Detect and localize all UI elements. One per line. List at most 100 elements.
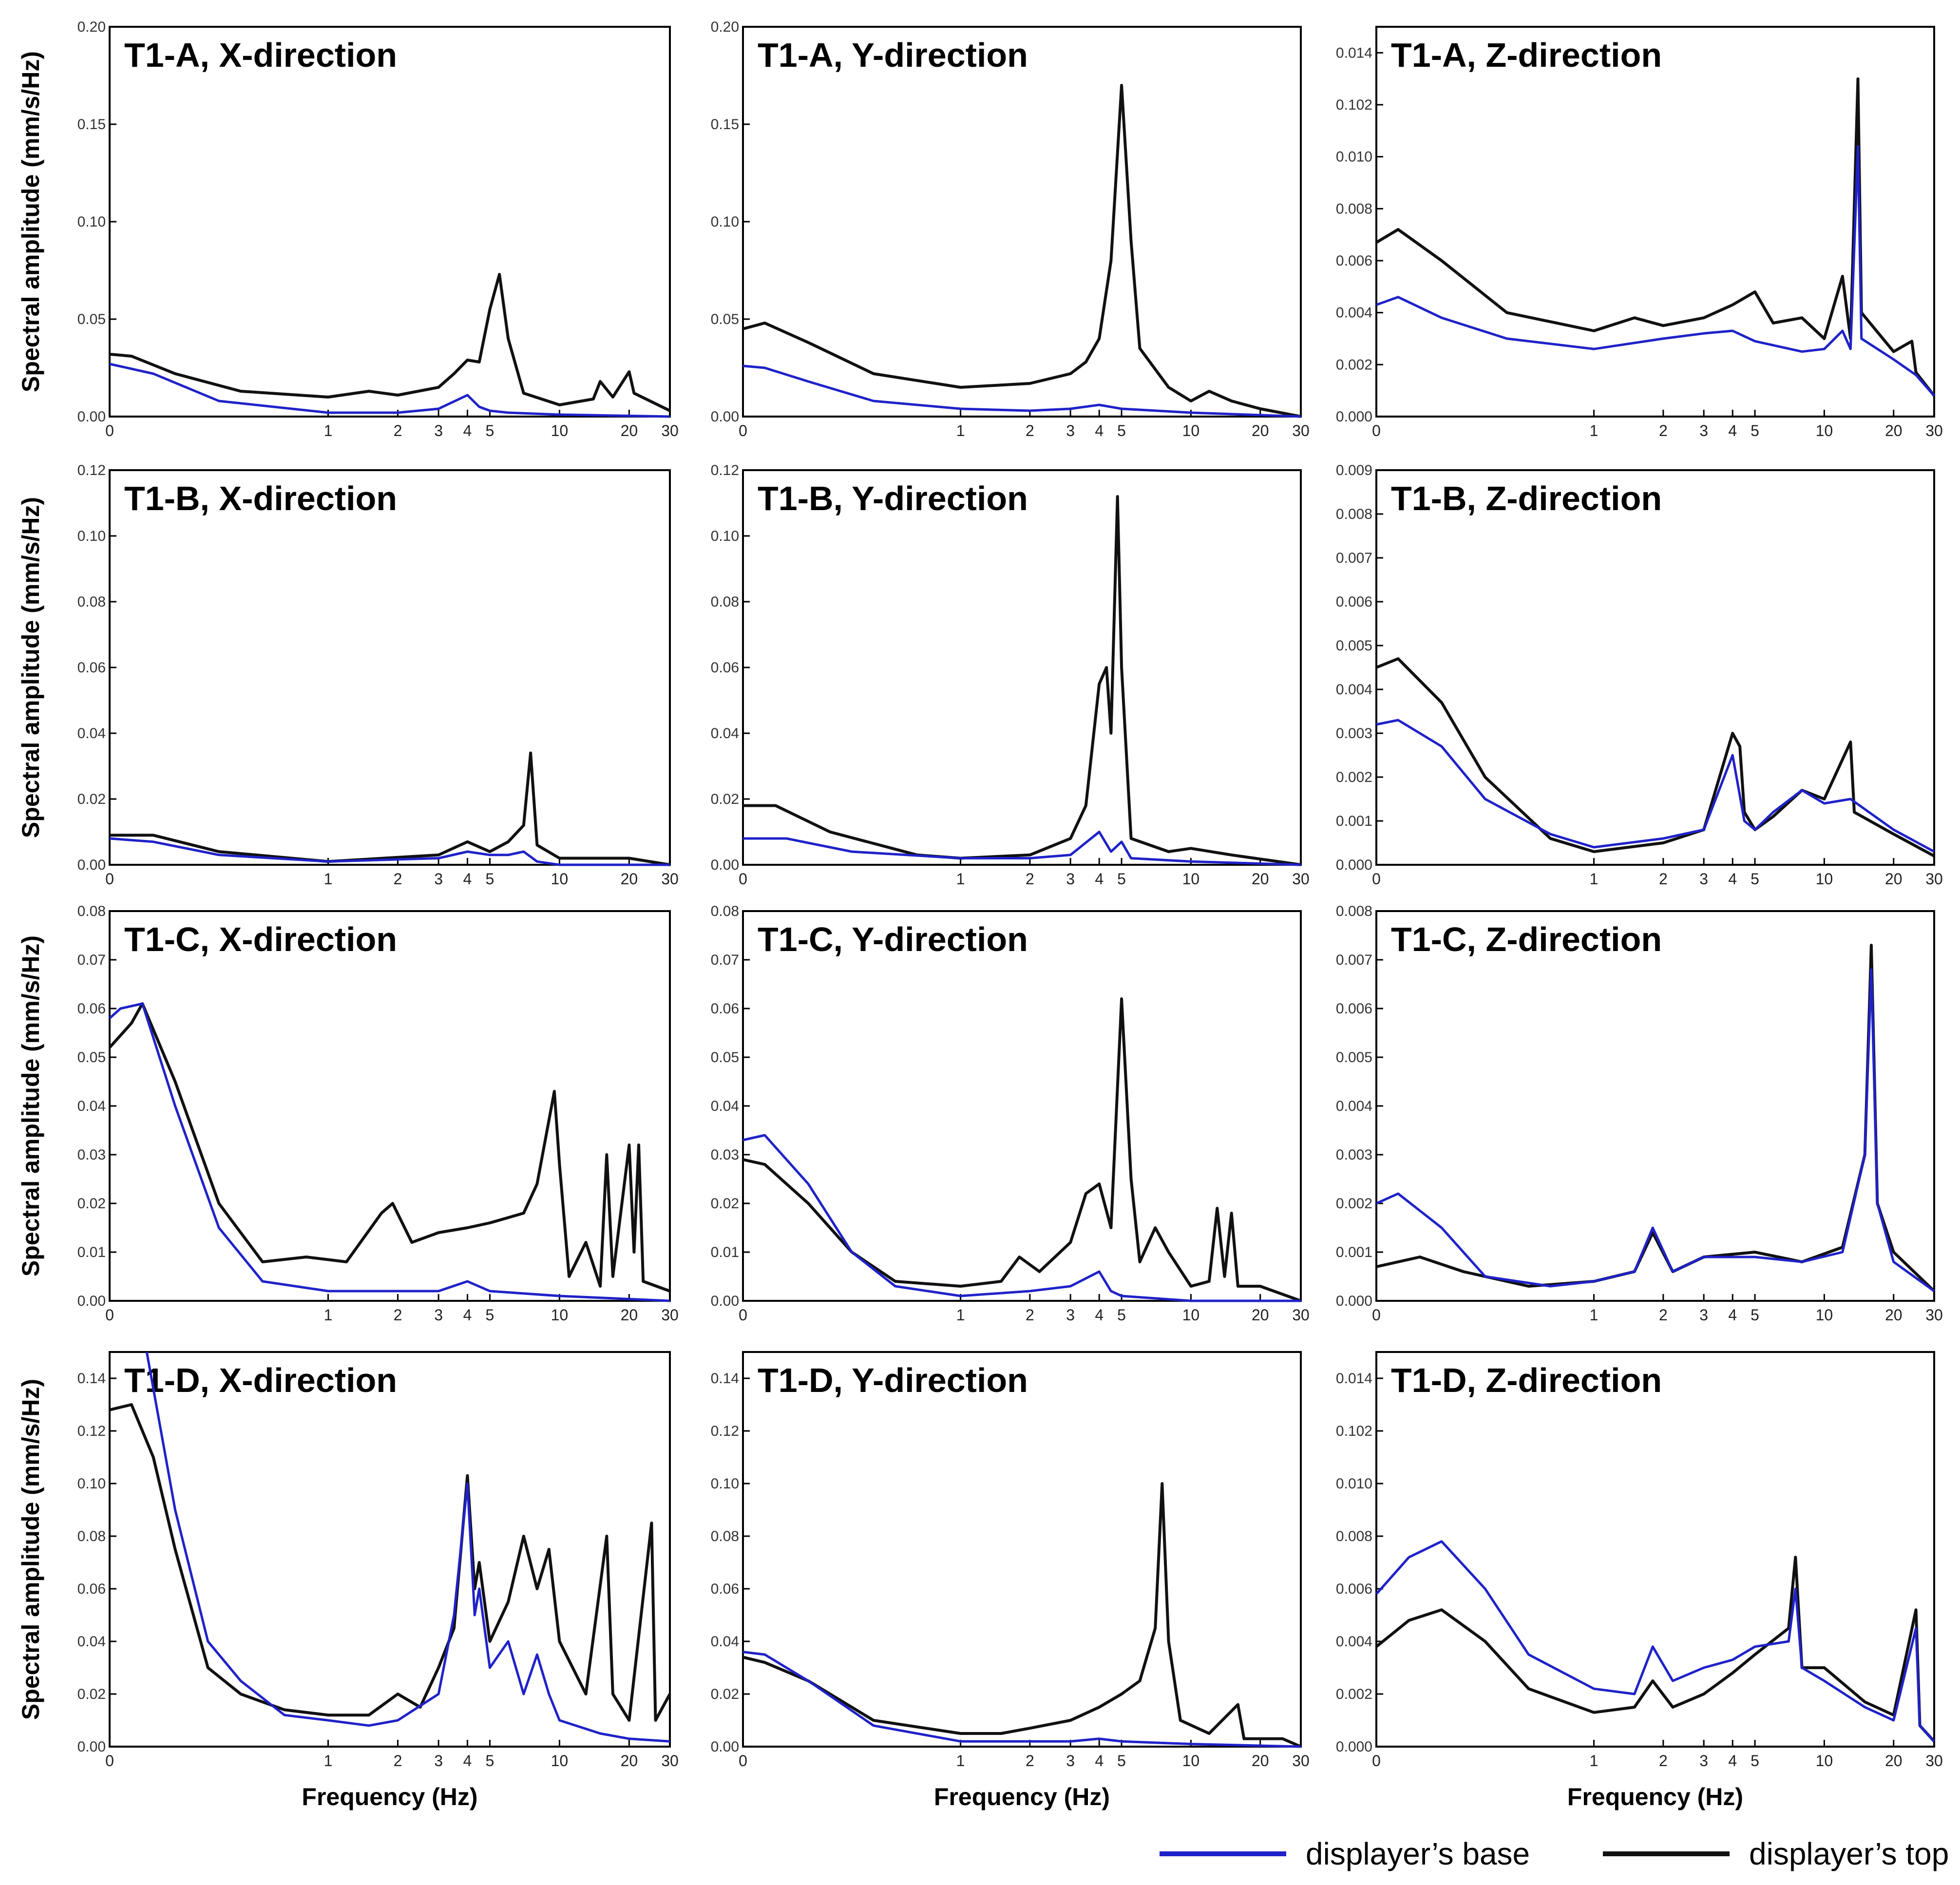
x-tick-label: 2	[394, 1306, 402, 1324]
chart-b-x-title: T1-B, X-direction	[124, 479, 397, 517]
y-tick-label: 0.004	[1336, 1098, 1372, 1114]
y-tick-label: 0.20	[711, 19, 739, 35]
y-tick-label: 0.05	[77, 311, 106, 327]
chart-b-z-title: T1-B, Z-direction	[1391, 479, 1662, 517]
legend-top-label: displayer’s top	[1749, 1836, 1949, 1871]
chart-d-y-base-line	[742, 1651, 1301, 1748]
y-tick-label: 0.002	[1336, 357, 1372, 373]
chart-d-z: 0.000 0.002 0.004 0.006 0.008 0.010 0.102 0.014…	[1336, 1351, 1943, 1770]
y-tick-label: 0.00	[77, 1293, 106, 1309]
y-tick-label: 0.001	[1336, 813, 1372, 829]
y-tick-label: 0.010	[1336, 1476, 1372, 1492]
y-tick-label: 0.06	[77, 1581, 106, 1597]
x-tick-label: 3	[434, 1752, 443, 1770]
y-tick-label: 0.06	[77, 1001, 106, 1017]
chart-c-x-frame	[109, 910, 671, 1302]
x-tick-label: 10	[551, 1752, 569, 1770]
y-tick-label: 0.12	[77, 1423, 106, 1439]
x-tick-label: 5	[486, 1752, 495, 1770]
y-tick-label: 0.20	[77, 19, 106, 35]
chart-b-z-frame	[1375, 469, 1935, 866]
x-tick-label: 5	[1751, 870, 1759, 888]
x-tick-label: 1	[324, 422, 333, 439]
y-tick-label: 0.02	[711, 1196, 739, 1212]
y-axis-label: Spectral amplitude (mm/s/Hz)	[17, 497, 44, 838]
chart-b-x-top-line	[110, 751, 670, 866]
x-tick-label: 2	[394, 870, 402, 888]
chart-b-z: 0.000 0.001 0.002 0.003 0.004 0.005 0.006 0.007…	[1336, 462, 1943, 888]
x-tick-label: 5	[1117, 870, 1126, 888]
legend-top-swatch	[1603, 1851, 1730, 1856]
y-tick-label: 0.14	[77, 1371, 106, 1387]
y-tick-label: 0.010	[1336, 149, 1372, 165]
y-axis-label: Spectral amplitude (mm/s/Hz)	[17, 935, 44, 1276]
chart-a-x: 0.00 0.05 0.10 0.15 0.20 0 1 2 3 4 5 10 20 30 T1-A, X-…	[77, 19, 679, 439]
y-tick-label: 0.02	[77, 791, 106, 807]
x-tick-label: 30	[1292, 1306, 1310, 1324]
x-tick-label: 4	[1095, 422, 1104, 439]
y-tick-label: 0.000	[1336, 1739, 1372, 1755]
x-tick-label: 4	[463, 422, 472, 439]
chart-d-y: 0.00 0.02 0.04 0.06 0.08 0.10 0.12 0.14 0 1 2 3 4 5 10…	[711, 1351, 1310, 1770]
chart-d-x: 0.00 0.02 0.04 0.06 0.08 0.10 0.12 0.14 0 1 2 3 4 5 10…	[77, 1351, 679, 1770]
y-tick-label: 0.00	[77, 409, 106, 425]
x-tick-label: 2	[1026, 1752, 1034, 1770]
chart-a-y-top-line	[742, 84, 1301, 418]
x-tick-label: 30	[1925, 870, 1943, 888]
x-tick-label: 30	[1292, 870, 1310, 888]
x-tick-label: 10	[1182, 422, 1200, 439]
chart-a-z-frame	[1375, 26, 1935, 418]
x-tick-label: 4	[1728, 1306, 1737, 1324]
x-axis-label: Frequency (Hz)	[1567, 1783, 1743, 1810]
x-tick-label: 10	[1816, 1306, 1833, 1324]
x-tick-label: 0	[1372, 1306, 1381, 1324]
x-tick-label: 0	[1372, 870, 1381, 888]
x-tick-label: 3	[434, 1306, 443, 1324]
y-tick-label: 0.04	[711, 1098, 739, 1114]
chart-c-y-frame	[742, 910, 1302, 1302]
y-tick-label: 0.05	[77, 1049, 106, 1066]
x-tick-label: 5	[1117, 1752, 1126, 1770]
x-tick-label: 0	[1372, 1752, 1381, 1770]
y-tick-label: 0.001	[1336, 1244, 1372, 1260]
y-tick-label: 0.04	[77, 1098, 106, 1114]
y-tick-label: 0.003	[1336, 725, 1372, 742]
x-tick-label: 3	[434, 870, 443, 888]
x-tick-label: 20	[1885, 422, 1903, 439]
x-tick-label: 1	[324, 1752, 333, 1770]
y-tick-label: 0.00	[77, 1739, 106, 1755]
y-tick-label: 0.10	[77, 1476, 106, 1492]
y-tick-label: 0.08	[711, 903, 739, 919]
chart-c-x-top-line	[108, 1002, 671, 1293]
chart-b-x-frame	[109, 469, 671, 866]
x-tick-label: 1	[956, 1752, 965, 1770]
x-tick-label: 1	[1590, 1752, 1598, 1770]
y-tick-label: 0.000	[1336, 857, 1372, 873]
y-tick-label: 0.04	[77, 1634, 106, 1650]
y-tick-label: 0.014	[1336, 1371, 1372, 1387]
x-tick-label: 3	[1066, 1306, 1075, 1324]
chart-b-z-top-line	[1375, 657, 1935, 857]
x-tick-label: 4	[463, 1306, 472, 1324]
chart-c-y-base-line	[742, 1134, 1301, 1302]
y-tick-label: 0.102	[1336, 97, 1372, 113]
x-tick-label: 0	[739, 1306, 747, 1324]
x-tick-label: 4	[1728, 422, 1737, 439]
x-axis-label: Frequency (Hz)	[934, 1783, 1110, 1810]
y-tick-label: 0.006	[1336, 594, 1372, 610]
y-tick-label: 0.004	[1336, 682, 1372, 698]
x-tick-label: 1	[324, 1306, 333, 1324]
x-tick-label: 3	[1699, 870, 1708, 888]
x-tick-label: 0	[739, 870, 747, 888]
y-tick-label: 0.08	[77, 903, 106, 919]
chart-d-z-base-line	[1375, 1540, 1935, 1742]
x-tick-label: 20	[1885, 1306, 1903, 1324]
chart-a-x-top-line	[109, 273, 671, 412]
x-tick-label: 10	[551, 1306, 569, 1324]
x-tick-label: 1	[1590, 422, 1598, 439]
x-tick-label: 0	[105, 422, 114, 439]
x-tick-label: 1	[1590, 870, 1598, 888]
x-tick-label: 2	[1026, 870, 1034, 888]
chart-c-z: 0.000 0.001 0.002 0.003 0.004 0.005 0.006 0.007…	[1336, 903, 1943, 1324]
x-tick-label: 10	[1182, 1306, 1200, 1324]
